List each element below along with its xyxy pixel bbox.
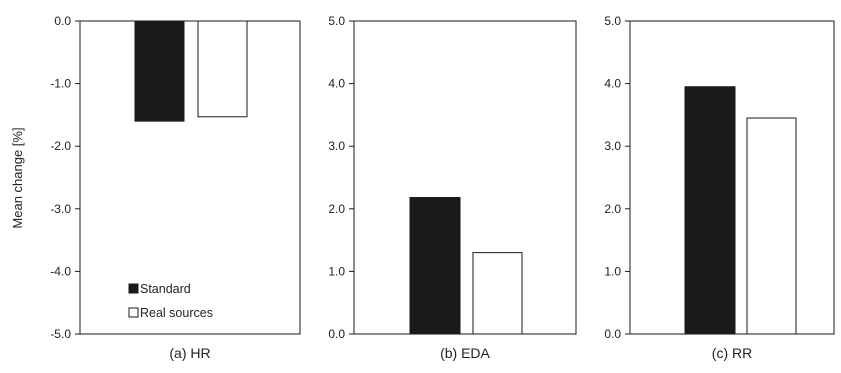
legend-swatch-standard: [128, 283, 139, 294]
panel-eda: 5.0 4.0 3.0 2.0 1.0 0.0 (b) EDA: [328, 14, 577, 361]
bar-eda-standard: [409, 197, 461, 335]
y-tick-label-rr: 3.0: [604, 139, 621, 153]
panel-caption-eda: (b) EDA: [440, 345, 490, 361]
panel-caption-rr: (c) RR: [712, 345, 752, 361]
y-axis-label: Mean change [%]: [10, 127, 25, 228]
y-tick-label-hr: -3.0: [50, 202, 71, 216]
y-tick-label-eda: 1.0: [328, 264, 345, 278]
y-tick-label-eda: 4.0: [328, 77, 345, 91]
y-tick-label-eda: 0.0: [328, 327, 345, 341]
y-tick-label-hr: 0.0: [54, 14, 71, 28]
y-tick-label-eda: 5.0: [328, 14, 345, 28]
plot-frame-eda: [353, 20, 577, 335]
legend-swatch-real-sources: [128, 307, 139, 318]
legend-label-standard: Standard: [140, 282, 191, 296]
panel-rr: 5.0 4.0 3.0 2.0 1.0 0.0 (c) RR: [604, 14, 835, 361]
y-tick-label-rr: 1.0: [604, 264, 621, 278]
bar-hr-real-sources: [197, 20, 248, 118]
y-tick-label-eda: 3.0: [328, 139, 345, 153]
legend-label-real-sources: Real sources: [140, 306, 213, 320]
bar-rr-standard: [684, 86, 736, 335]
y-tick-label-hr: -5.0: [50, 327, 71, 341]
bar-eda-real-sources: [472, 252, 523, 335]
legend: Standard Real sources: [128, 282, 213, 320]
y-tick-label-hr: -4.0: [50, 264, 71, 278]
y-tick-label-hr: -1.0: [50, 77, 71, 91]
y-tick-label-rr: 0.0: [604, 327, 621, 341]
bar-rr-real-sources: [746, 117, 797, 335]
panel-caption-hr: (a) HR: [169, 345, 210, 361]
y-tick-label-rr: 4.0: [604, 77, 621, 91]
y-tick-label-rr: 2.0: [604, 202, 621, 216]
bar-hr-standard: [134, 20, 185, 122]
plot-frame-hr: [79, 20, 301, 335]
y-tick-label-hr: -2.0: [50, 139, 71, 153]
y-tick-label-eda: 2.0: [328, 202, 345, 216]
panel-hr: 0.0 -1.0 -2.0 -3.0 -4.0 -5.0 (a) HR: [50, 14, 301, 361]
y-tick-label-rr: 5.0: [604, 14, 621, 28]
